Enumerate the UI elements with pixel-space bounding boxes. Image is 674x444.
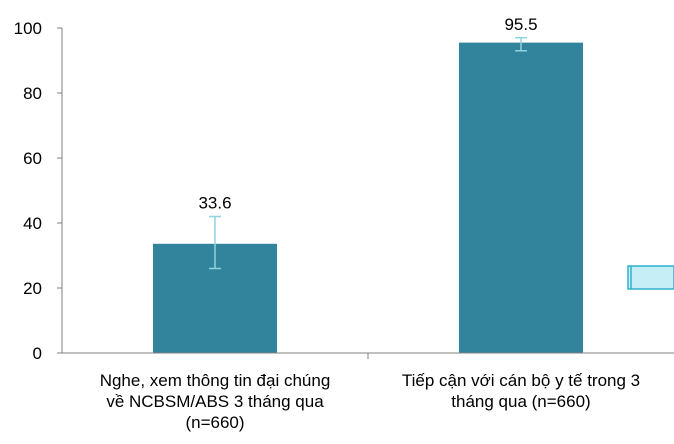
y-tick-label: 80	[23, 84, 42, 103]
data-labels: 33.6 95.5	[198, 15, 537, 213]
category-label: (n=660)	[185, 413, 244, 432]
arrow-decoration	[627, 265, 674, 290]
bars	[153, 42, 583, 353]
error-bars	[209, 37, 527, 270]
y-axis-ticks: 0 20 40 60 80 100	[14, 19, 62, 363]
y-tick-label: 60	[23, 149, 42, 168]
arrow-body	[627, 265, 674, 290]
category-labels: Nghe, xem thông tin đại chúng về NCBSM/AB…	[100, 371, 640, 432]
y-tick-label: 40	[23, 214, 42, 233]
y-tick-label: 20	[23, 279, 42, 298]
category-label: Tiếp cận với cán bộ y tế trong 3	[402, 371, 640, 390]
category-label: tháng qua (n=660)	[451, 392, 590, 411]
category-label: về NCBSM/ABS 3 tháng qua	[106, 392, 324, 411]
bar	[459, 42, 583, 353]
data-label: 95.5	[504, 15, 537, 34]
data-label: 33.6	[198, 194, 231, 213]
y-tick-label: 100	[14, 19, 42, 38]
category-label: Nghe, xem thông tin đại chúng	[100, 371, 331, 390]
y-tick-label: 0	[33, 344, 42, 363]
